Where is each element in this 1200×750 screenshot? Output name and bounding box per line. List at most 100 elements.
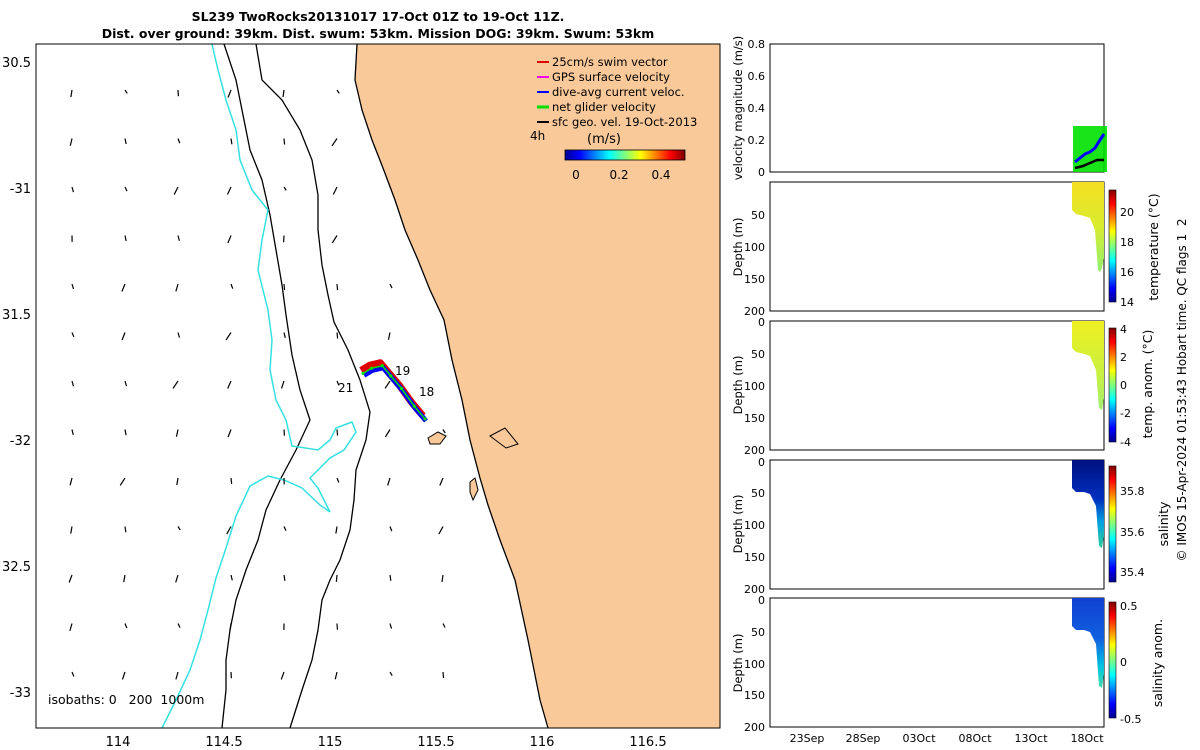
geo-velocity-arrow — [175, 283, 179, 292]
geo-velocity-arrow — [230, 138, 233, 145]
geo-velocity-arrow — [70, 526, 73, 534]
y-tick-label: 100 — [744, 658, 765, 671]
y-tick-label: 150 — [744, 412, 765, 425]
cb-tick-label: 0 — [1120, 656, 1127, 669]
y-tick-label: 0.8 — [748, 38, 766, 51]
cb-tick-label: -0.5 — [1120, 713, 1141, 726]
geo-velocity-arrow — [384, 429, 391, 438]
cb-tick-label: 35.4 — [1120, 566, 1145, 579]
y-tick-label: -32 — [10, 434, 31, 449]
time-axis: 23Sep 28Sep 03Oct 08Oct 13Oct 18Oct — [790, 732, 1105, 745]
geo-velocity-arrow — [121, 283, 126, 292]
cb-tick-label: 35.8 — [1120, 485, 1145, 498]
track-point — [399, 386, 404, 391]
temp-anom-cblabel: temp. anom. (°C) — [1140, 330, 1155, 439]
salinity-colorbar — [1108, 465, 1117, 583]
y-tick-label: 100 — [744, 380, 765, 393]
y-tick-label: -31 — [10, 182, 31, 197]
geo-velocity-arrow — [177, 526, 181, 531]
temperature-cblabel: temperature (°C) — [1146, 193, 1161, 300]
geo-velocity-arrow — [175, 671, 179, 680]
track-point — [423, 417, 427, 421]
y-tick-label: 200 — [744, 583, 765, 596]
geo-velocity-arrow — [124, 186, 128, 192]
geo-velocity-arrow — [177, 235, 180, 241]
cb-tick-label: 14 — [1120, 296, 1134, 309]
geo-velocity-arrow — [175, 574, 179, 583]
speed-colorbar — [564, 149, 686, 161]
glider-track — [359, 359, 428, 423]
chart-title-line2: Dist. over ground: 39km. Dist. swum: 53k… — [101, 26, 655, 41]
x-tick-label: 115 — [318, 735, 343, 750]
y-tick-label: -33 — [10, 686, 31, 701]
geo-velocity-arrow — [227, 429, 232, 438]
legend-item-dive-avg: dive-avg current veloc. — [552, 85, 685, 99]
geo-velocity-arrow — [389, 283, 393, 289]
temperature-panel: 50 100 150 200 Depth (m) 14 16 18 20 tem… — [731, 181, 1161, 318]
x-tick-label: 116.5 — [629, 735, 666, 750]
x-tick-label: 23Sep — [790, 732, 825, 745]
geo-velocity-arrow — [71, 283, 75, 290]
cb-tick-label: 0.5 — [1120, 600, 1138, 613]
y-tick-label: 50 — [751, 487, 765, 500]
geo-velocity-arrow — [280, 380, 285, 389]
y-tick-label: 0.4 — [748, 102, 766, 115]
track-point — [412, 404, 416, 408]
geo-velocity-arrow — [177, 623, 181, 628]
x-tick-label: 115.5 — [417, 735, 454, 750]
cb-tick-label: 18 — [1120, 236, 1134, 249]
depth-ylabel: Depth (m) — [731, 634, 745, 693]
cb-tick-label: 4 — [1120, 323, 1127, 336]
geo-velocity-arrow — [389, 526, 393, 532]
geo-velocity-arrow — [439, 477, 444, 486]
geo-velocity-arrow — [335, 574, 338, 582]
geo-velocity-arrow — [336, 332, 339, 339]
y-tick-label: 200 — [744, 305, 765, 318]
chart-title-line1: SL239 TwoRocks20131017 17-Oct 01Z to 19-… — [191, 9, 565, 24]
legend-item-net-glider: net glider velocity — [552, 100, 656, 114]
geo-velocity-arrow — [335, 526, 338, 534]
geo-velocity-arrow — [124, 526, 127, 533]
y-tick-label: 200 — [744, 444, 765, 457]
geo-velocity-arrow — [70, 89, 73, 98]
geo-velocity-arrow — [283, 186, 287, 191]
y-tick-label: 0 — [758, 316, 765, 329]
cb-tick-label: 35.6 — [1120, 526, 1145, 539]
legend-item-geo-vel: sfc geo. vel. 19-Oct-2013 — [552, 115, 697, 129]
colorbar-title: (m/s) — [587, 132, 621, 147]
map-legend: 25cm/s swim vector GPS surface velocity … — [530, 55, 697, 182]
island — [489, 427, 519, 449]
cb-tick-label: 16 — [1120, 266, 1134, 279]
temp-anom-panel: 0 50 100 150 200 Depth (m) -4 -2 0 2 4 t… — [731, 316, 1155, 457]
y-tick-label: 30.5 — [2, 56, 31, 71]
y-tick-label: 50 — [751, 348, 765, 361]
geo-velocity-arrow — [334, 671, 338, 680]
geo-velocity-arrow — [176, 477, 179, 486]
map-x-axis: 114 114.5 115 115.5 116 116.5 — [106, 735, 667, 750]
isobath-200m — [255, 43, 371, 729]
legend-item-gps-velocity: GPS surface velocity — [552, 70, 670, 84]
land-area — [355, 44, 720, 728]
geo-velocity-arrow — [227, 235, 232, 244]
geo-velocity-arrow — [230, 574, 233, 581]
geo-velocity-arrow — [172, 380, 179, 389]
geo-velocity-arrow — [282, 89, 285, 98]
geo-velocity-arrow — [124, 380, 128, 387]
y-tick-label: 200 — [744, 721, 765, 734]
y-tick-label: 0 — [758, 456, 765, 469]
y-tick-label: 31.5 — [2, 308, 31, 323]
depth-ylabel: Depth (m) — [731, 495, 745, 554]
island — [427, 431, 447, 445]
geo-velocity-arrow — [68, 574, 73, 583]
colorbar-tick: 0 — [572, 168, 580, 182]
geo-velocity-arrow — [280, 671, 285, 680]
geo-velocity-arrow — [336, 380, 340, 386]
cb-tick-label: -2 — [1120, 407, 1131, 420]
geo-velocity-arrow — [175, 429, 179, 437]
velocity-ylabel: velocity magnitude (m/s) — [731, 36, 745, 181]
depth-ylabel: Depth (m) — [731, 356, 745, 415]
x-tick-label: 18Oct — [1070, 732, 1104, 745]
geo-velocity-arrow — [124, 429, 127, 436]
geo-velocity-arrow — [121, 671, 126, 680]
y-tick-label: 50 — [751, 209, 765, 222]
